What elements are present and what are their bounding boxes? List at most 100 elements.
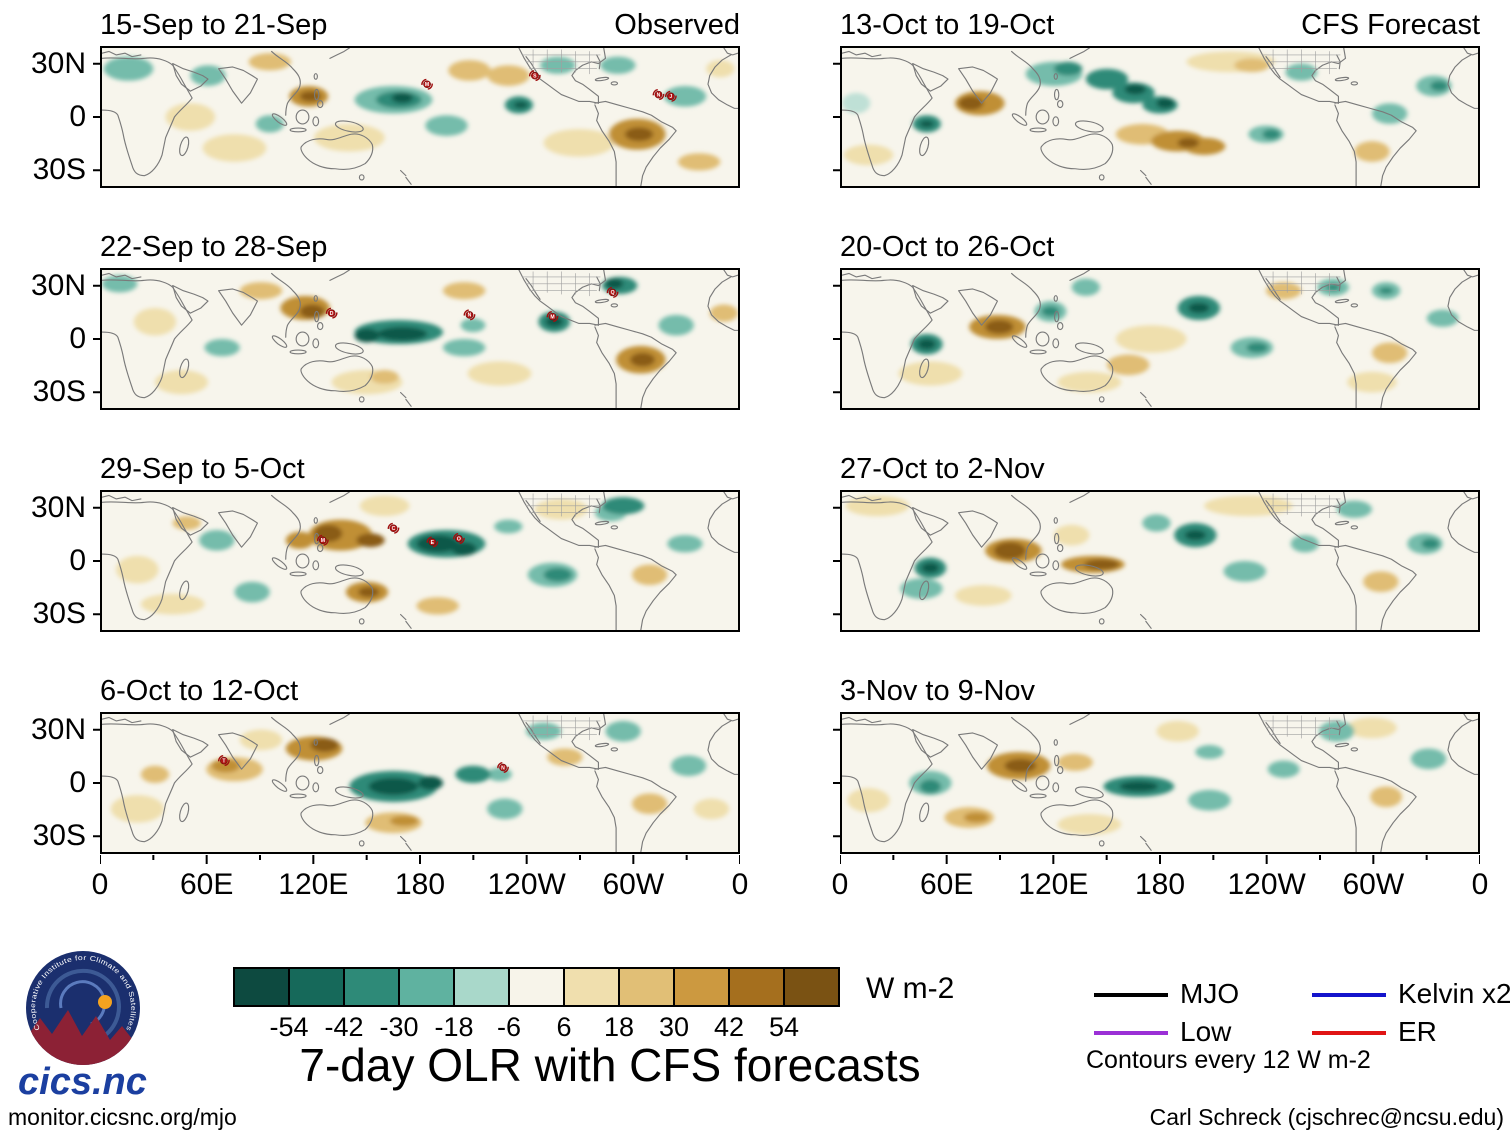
colorbar-tick-label: -18 xyxy=(434,1012,474,1042)
svg-text:J: J xyxy=(669,94,672,100)
lat-ticks xyxy=(90,46,100,188)
olr-anomaly-field xyxy=(842,51,1452,166)
lat-tick-label: 30S xyxy=(32,819,86,853)
colorbar-cell xyxy=(508,967,565,1007)
panel-title: 3-Nov to 9-Nov xyxy=(840,675,1036,707)
footer-url: monitor.cicsnc.org/mjo xyxy=(8,1104,237,1130)
logo-sun-icon xyxy=(98,995,112,1009)
lon-tick-label: 0 xyxy=(831,868,849,901)
lat-tick-label: 30N xyxy=(30,490,86,524)
colorbar-cell xyxy=(563,967,620,1007)
colorbar-tick-label: 42 xyxy=(713,1012,745,1042)
map-panel xyxy=(840,268,1480,410)
colorbar-cell xyxy=(343,967,400,1007)
storm-marker: S xyxy=(529,70,541,82)
footer-credit: Carl Schreck (cjschrec@ncsu.edu) xyxy=(1149,1104,1504,1130)
lat-ticks xyxy=(830,712,840,854)
colorbar xyxy=(232,966,841,1008)
lon-tick-label: 60W xyxy=(1342,868,1405,901)
svg-text:N: N xyxy=(657,92,661,98)
lon-ticks xyxy=(99,854,741,866)
lat-ticks xyxy=(830,268,840,410)
colorbar-tick-label: 54 xyxy=(768,1012,800,1042)
contour-note: Contours every 12 W m-2 xyxy=(1086,1046,1371,1074)
lat-ticks xyxy=(90,712,100,854)
colorbar-tick-label: -30 xyxy=(379,1012,419,1042)
lat-tick-label: 0 xyxy=(69,544,86,577)
lat-tick-label: 30S xyxy=(32,597,86,631)
svg-text:N: N xyxy=(468,313,472,319)
map-panel: M S N J xyxy=(100,46,740,188)
colorbar-tick-label: 30 xyxy=(658,1012,690,1042)
storm-marker: D xyxy=(325,307,338,319)
lat-tick-label: 30S xyxy=(32,375,86,409)
olr-anomaly-field xyxy=(898,278,1459,393)
svg-text:C: C xyxy=(392,526,396,532)
lon-tick-label: 60W xyxy=(602,868,665,901)
lat-tick-label: 30N xyxy=(30,46,86,80)
colorbar-cell xyxy=(288,967,345,1007)
legend-line-swatch xyxy=(1094,993,1168,997)
logo-wordmark: cics.nc xyxy=(18,1061,147,1103)
panel-title: 27-Oct to 2-Nov xyxy=(840,453,1045,485)
lon-tick-label: 180 xyxy=(394,868,446,901)
lat-ticks xyxy=(90,490,100,632)
legend-label: Kelvin x2 xyxy=(1398,978,1510,1009)
lat-ticks xyxy=(830,490,840,632)
map-panel xyxy=(840,490,1480,632)
legend-line-swatch xyxy=(1312,1031,1386,1035)
lat-tick-label: 0 xyxy=(69,100,86,133)
storm-marker: T xyxy=(218,755,230,767)
panel-title: 15-Sep to 21-Sep xyxy=(100,9,328,41)
colorbar-cell xyxy=(618,967,675,1007)
svg-text:M: M xyxy=(321,538,325,544)
storm-marker: Q xyxy=(606,286,619,298)
colorbar-cell xyxy=(728,967,785,1007)
colorbar-tick-label: -6 xyxy=(496,1012,521,1042)
storm-marker: M xyxy=(317,534,329,546)
storm-marker: O xyxy=(453,533,465,545)
colorbar-tick-label: -54 xyxy=(269,1012,309,1042)
lon-tick-label: 0 xyxy=(91,868,109,901)
lon-ticks xyxy=(839,854,1481,866)
map-panel xyxy=(840,46,1480,188)
cics-logo: Cooperative Institute for Climate and Sa… xyxy=(8,944,168,1104)
legend-label: Low xyxy=(1180,1016,1232,1047)
map-panel xyxy=(840,712,1480,854)
olr-anomaly-field xyxy=(103,53,735,171)
column-label: Observed xyxy=(614,9,740,41)
lon-tick-label: 0 xyxy=(1471,868,1489,901)
svg-text:O: O xyxy=(457,536,461,542)
panel-title: 13-Oct to 19-Oct xyxy=(840,9,1055,41)
olr-anomaly-field xyxy=(845,495,1443,606)
colorbar-cell xyxy=(783,967,840,1007)
lat-tick-label: 30N xyxy=(30,712,86,746)
panel-title: 29-Sep to 5-Oct xyxy=(100,453,305,485)
storm-marker: M xyxy=(421,78,433,90)
lon-tick-label: 60E xyxy=(919,868,974,901)
panel-title: 20-Oct to 26-Oct xyxy=(840,231,1055,263)
svg-text:M: M xyxy=(550,314,554,320)
storm-marker: N xyxy=(497,761,509,773)
panel-title: 22-Sep to 28-Sep xyxy=(100,231,328,263)
svg-text:D: D xyxy=(330,311,334,317)
legend-label: MJO xyxy=(1180,978,1240,1009)
svg-text:S: S xyxy=(533,73,537,79)
lon-tick-label: 120E xyxy=(278,868,349,901)
lon-tick-label: 120E xyxy=(1018,868,1089,901)
colorbar-unit-label: W m-2 xyxy=(866,972,955,1005)
lon-tick-label: 0 xyxy=(731,868,749,901)
lat-tick-label: 30N xyxy=(30,268,86,302)
lat-tick-label: 0 xyxy=(69,766,86,799)
legend-line-swatch xyxy=(1312,993,1386,997)
panel-title: 6-Oct to 12-Oct xyxy=(100,675,299,707)
colorbar-tick-label: 6 xyxy=(556,1012,572,1042)
colorbar-cell xyxy=(398,967,455,1007)
storm-marker: M xyxy=(546,311,559,323)
ocean-background xyxy=(842,48,1478,186)
legend-label: ER xyxy=(1398,1016,1437,1047)
olr-anomaly-field xyxy=(102,275,738,395)
lat-tick-label: 30S xyxy=(32,153,86,187)
colorbar-cell xyxy=(453,967,510,1007)
figure-title: 7-day OLR with CFS forecasts xyxy=(299,1039,921,1091)
